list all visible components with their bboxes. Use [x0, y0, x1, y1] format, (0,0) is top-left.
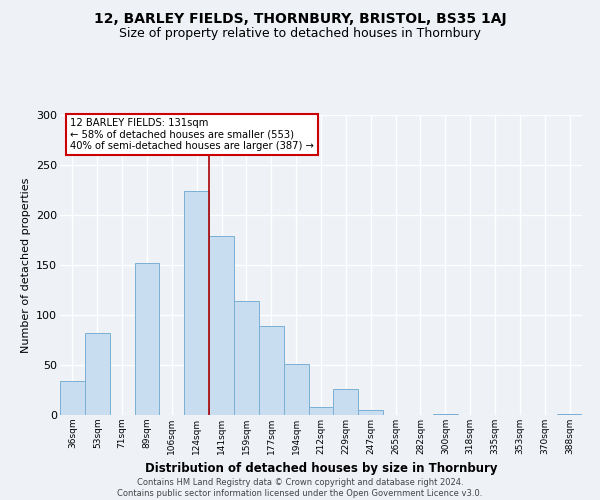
Bar	[334, 389, 358, 415]
Bar	[234, 301, 259, 415]
Bar	[259, 326, 284, 415]
Bar	[308, 407, 334, 415]
Bar	[433, 414, 458, 415]
Bar	[358, 410, 383, 415]
Text: 12, BARLEY FIELDS, THORNBURY, BRISTOL, BS35 1AJ: 12, BARLEY FIELDS, THORNBURY, BRISTOL, B…	[94, 12, 506, 26]
Bar	[209, 236, 234, 415]
Y-axis label: Number of detached properties: Number of detached properties	[20, 178, 31, 352]
Bar	[85, 333, 110, 415]
X-axis label: Distribution of detached houses by size in Thornbury: Distribution of detached houses by size …	[145, 462, 497, 475]
Bar	[557, 414, 582, 415]
Text: Contains HM Land Registry data © Crown copyright and database right 2024.
Contai: Contains HM Land Registry data © Crown c…	[118, 478, 482, 498]
Text: Size of property relative to detached houses in Thornbury: Size of property relative to detached ho…	[119, 28, 481, 40]
Bar	[184, 191, 209, 415]
Text: 12 BARLEY FIELDS: 131sqm
← 58% of detached houses are smaller (553)
40% of semi-: 12 BARLEY FIELDS: 131sqm ← 58% of detach…	[70, 118, 314, 151]
Bar	[134, 263, 160, 415]
Bar	[284, 364, 308, 415]
Bar	[60, 381, 85, 415]
